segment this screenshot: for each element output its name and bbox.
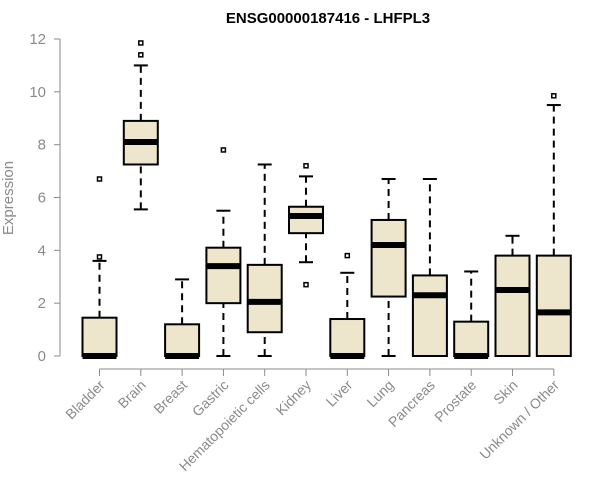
y-tick-label: 0 (38, 348, 46, 365)
boxes-group (81, 40, 572, 359)
box-brain (122, 40, 159, 211)
outlier-point (96, 254, 103, 260)
box-iqr (246, 263, 283, 334)
x-tick-label: Liver (323, 377, 356, 410)
outlier-point (138, 40, 144, 46)
box-lung (370, 178, 407, 357)
outlier-point (303, 281, 309, 288)
box-prostate (453, 270, 490, 359)
x-tick-label: Breast (150, 377, 190, 417)
box-iqr (494, 254, 531, 357)
box-iqr (205, 246, 242, 305)
box-unknown-other (535, 93, 572, 357)
box-iqr (370, 218, 407, 298)
outlier-point (220, 147, 227, 153)
x-tick-label: Prostate (431, 377, 479, 425)
y-tick-label: 4 (38, 242, 46, 259)
y-tick-label: 10 (29, 84, 46, 101)
x-tick-label: Bladder (62, 377, 108, 423)
y-tick-label: 2 (38, 295, 46, 312)
outlier-point (138, 52, 144, 58)
y-tick-label: 12 (29, 31, 46, 48)
box-iqr (288, 205, 324, 235)
outlier-point (303, 163, 309, 169)
box-breast (164, 278, 201, 359)
box-kidney (288, 163, 324, 288)
x-tick-label: Lung (363, 377, 396, 410)
outlier-point (344, 252, 351, 259)
box-iqr (164, 323, 201, 357)
box-iqr (453, 320, 490, 357)
y-tick-label: 8 (38, 137, 46, 154)
box-iqr (411, 274, 448, 357)
box-gastric (205, 147, 242, 357)
y-tick-label: 6 (38, 190, 46, 207)
box-pancreas (411, 178, 448, 357)
x-tick-label: Kidney (273, 377, 315, 419)
box-bladder (81, 176, 118, 359)
y-axis: 0 2 4 6 8 10 12 (29, 31, 61, 365)
box-iqr (329, 318, 366, 357)
outlier-point (96, 176, 103, 182)
y-axis-label: Expression (0, 161, 17, 235)
box-skin (494, 234, 531, 357)
box-iqr (81, 316, 118, 357)
box-iqr (535, 254, 572, 357)
outlier-point (551, 93, 557, 99)
chart-title: ENSG00000187416 - LHFPL3 (226, 10, 430, 27)
x-tick-label: Skin (490, 377, 521, 408)
box-liver (329, 252, 366, 359)
box-hematopoietic-cells (246, 163, 283, 357)
x-tick-label: Brain (114, 377, 148, 411)
